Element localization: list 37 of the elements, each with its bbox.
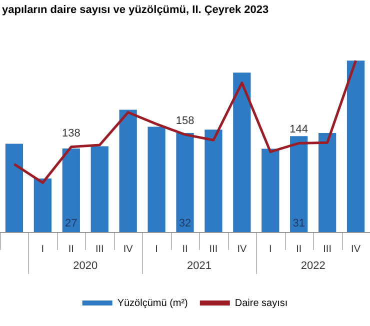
x-tick-label: IV xyxy=(123,244,134,255)
bar xyxy=(5,144,24,232)
bar xyxy=(34,178,52,232)
x-tick-label: I xyxy=(155,244,158,255)
bar xyxy=(233,72,251,232)
bar xyxy=(62,148,80,232)
x-tick-label: IV xyxy=(237,244,247,255)
bar xyxy=(290,136,308,232)
x-tick-label: IV xyxy=(351,244,361,255)
bar xyxy=(90,146,108,232)
chart-title: yapıların daire sayısı ve yüzölçümü, II. Çeyrek 2023 xyxy=(2,4,269,16)
legend-label: Daire sayısı xyxy=(234,298,288,309)
bar xyxy=(346,60,365,232)
bar xyxy=(204,130,222,232)
bar xyxy=(119,110,137,232)
x-tick-label: III xyxy=(209,244,218,255)
bar xyxy=(318,132,336,232)
data-label: 138 xyxy=(62,127,80,140)
text: 2020 xyxy=(73,260,98,272)
data-label: 27 xyxy=(65,218,78,230)
x-tick-label: II xyxy=(296,244,302,255)
bar xyxy=(262,148,280,232)
text: 2022 xyxy=(300,260,326,272)
bar xyxy=(176,132,194,232)
x-tick-label: I xyxy=(268,244,272,255)
x-tick-label: II xyxy=(68,244,74,255)
x-tick-label: II xyxy=(182,244,188,255)
data-label: 144 xyxy=(290,124,308,136)
x-tick-label: III xyxy=(95,244,104,255)
x-tick-label: III xyxy=(323,244,332,255)
data-label: 31 xyxy=(292,218,305,230)
text: 2021 xyxy=(186,260,212,272)
data-label: 158 xyxy=(176,115,194,128)
x-tick-label: I xyxy=(41,244,44,255)
data-label: 32 xyxy=(178,218,192,230)
bar xyxy=(148,126,166,232)
legend-label: Yüzölçümü (m²) xyxy=(117,298,188,309)
